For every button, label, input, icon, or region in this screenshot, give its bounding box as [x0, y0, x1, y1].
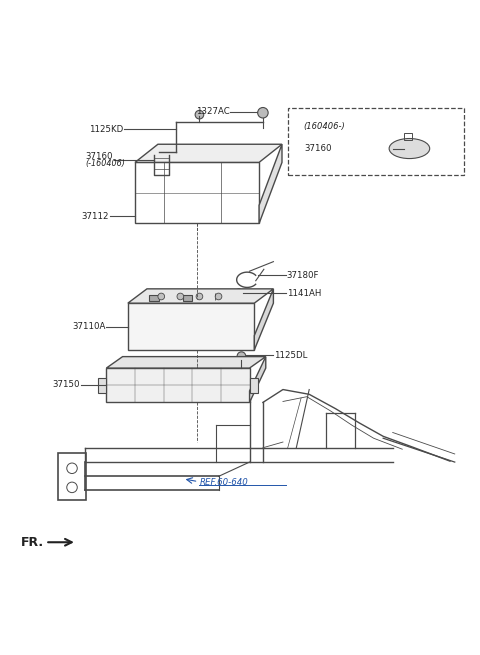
Text: 37112: 37112: [81, 212, 109, 221]
Text: 1125KD: 1125KD: [89, 125, 123, 134]
Text: 37160: 37160: [85, 152, 112, 161]
Circle shape: [215, 293, 222, 300]
Bar: [250, 378, 258, 393]
Bar: [58, 453, 86, 500]
Circle shape: [196, 293, 203, 300]
Circle shape: [177, 293, 184, 300]
Text: REF.60-640: REF.60-640: [199, 478, 248, 487]
Text: 37110A: 37110A: [72, 322, 106, 331]
Text: 1141AH: 1141AH: [287, 289, 321, 297]
Circle shape: [195, 110, 204, 119]
Polygon shape: [250, 356, 266, 402]
Circle shape: [158, 293, 165, 300]
Bar: [288, 108, 464, 175]
Circle shape: [67, 482, 77, 493]
Bar: [98, 378, 107, 393]
Text: 37160: 37160: [304, 144, 332, 153]
Polygon shape: [259, 144, 282, 223]
Text: 37150: 37150: [53, 381, 80, 389]
Circle shape: [258, 107, 268, 118]
Text: (-160406): (-160406): [85, 159, 125, 168]
Bar: [404, 133, 412, 140]
Polygon shape: [254, 289, 274, 350]
Text: 1327AC: 1327AC: [196, 107, 229, 117]
Bar: [128, 303, 254, 350]
Polygon shape: [135, 144, 282, 162]
Bar: [183, 295, 192, 301]
Text: (160406-): (160406-): [303, 122, 345, 130]
Polygon shape: [128, 289, 274, 303]
Ellipse shape: [389, 138, 430, 159]
Bar: [135, 162, 259, 223]
Bar: [149, 295, 159, 301]
Bar: [107, 368, 250, 402]
Text: 1125DL: 1125DL: [275, 350, 308, 360]
Text: FR.: FR.: [21, 536, 44, 549]
Circle shape: [235, 289, 243, 297]
Circle shape: [237, 352, 246, 360]
Circle shape: [67, 463, 77, 474]
Text: 37180F: 37180F: [287, 271, 319, 280]
Polygon shape: [107, 356, 266, 368]
